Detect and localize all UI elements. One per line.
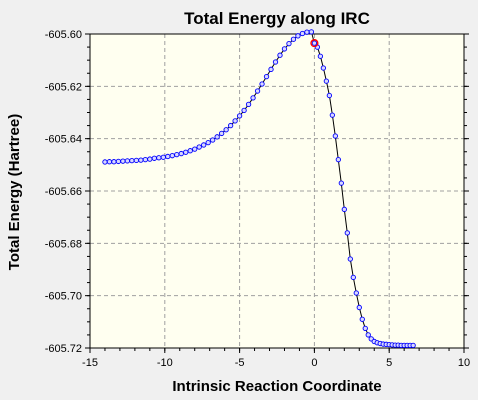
data-point — [308, 29, 315, 35]
data-point — [236, 113, 243, 119]
data-point — [218, 130, 225, 137]
x-tick-label: 10 — [458, 357, 470, 369]
data-point — [341, 206, 347, 212]
data-point — [232, 118, 238, 124]
data-point — [133, 157, 140, 164]
data-point — [332, 133, 338, 139]
data-point — [320, 65, 327, 71]
data-point — [165, 153, 171, 160]
data-point — [111, 159, 117, 165]
data-point — [365, 332, 371, 338]
data-point — [259, 81, 265, 87]
data-point — [201, 142, 207, 148]
y-tick-label: -605.70 — [45, 291, 82, 303]
data-point — [102, 159, 108, 165]
y-tick-label: -605.66 — [45, 186, 82, 198]
data-point — [196, 144, 202, 150]
data-point — [272, 59, 279, 65]
data-point — [192, 146, 198, 152]
data-point — [311, 40, 318, 46]
data-point — [359, 316, 365, 322]
y-tick-label: -605.62 — [45, 81, 82, 93]
data-point — [277, 52, 283, 58]
x-tick-label: 5 — [386, 357, 392, 369]
data-point — [362, 325, 368, 332]
data-point — [356, 304, 362, 311]
data-point — [115, 158, 122, 165]
data-point — [286, 41, 292, 47]
data-point — [254, 88, 261, 94]
x-tick-label: -10 — [157, 357, 173, 369]
data-point — [169, 153, 175, 159]
y-axis-label: Total Energy (Hartree) — [6, 114, 23, 270]
x-tick-label: -15 — [82, 357, 98, 369]
data-point — [338, 180, 344, 186]
data-point — [210, 137, 216, 143]
data-point — [223, 127, 229, 133]
data-point — [353, 290, 359, 296]
data-point — [323, 78, 330, 84]
data-point — [129, 157, 135, 164]
data-point — [142, 156, 149, 163]
data-point — [227, 122, 234, 129]
data-point — [299, 30, 306, 37]
data-point — [281, 46, 288, 52]
y-tick-label: -605.60 — [45, 29, 82, 41]
data-point — [250, 95, 256, 101]
data-point — [241, 107, 247, 114]
data-point — [106, 159, 113, 165]
data-point — [245, 101, 252, 108]
x-axis-label: Intrinsic Reaction Coordinate — [172, 378, 381, 395]
data-point — [178, 150, 184, 157]
y-tick-label: -605.68 — [45, 238, 82, 250]
highlighted-point — [310, 39, 319, 48]
series-markers — [102, 29, 416, 349]
data-point — [317, 53, 324, 59]
data-point — [268, 66, 274, 72]
grid-lines — [90, 34, 464, 348]
axis-ticks: -15 -10 -5 0 5 10 -605.60 -605.62 -605.64 -605.66… — [45, 29, 470, 369]
data-point — [124, 158, 131, 164]
data-point — [295, 33, 301, 39]
data-point — [350, 274, 356, 280]
data-point — [326, 92, 333, 99]
y-tick-label: -605.64 — [45, 134, 82, 146]
data-point — [187, 148, 193, 154]
chart-title: Total Energy along IRC — [184, 9, 370, 28]
data-point — [120, 158, 126, 164]
data-point — [304, 29, 310, 35]
data-point — [138, 157, 144, 163]
x-tick-label: -5 — [235, 357, 245, 369]
data-point — [147, 156, 153, 162]
data-point — [329, 112, 336, 118]
data-point — [156, 155, 162, 161]
data-point — [344, 230, 350, 236]
data-point — [151, 155, 157, 161]
data-point — [290, 36, 297, 42]
data-point — [183, 149, 189, 155]
y-tick-label: -605.72 — [45, 343, 82, 355]
data-point — [205, 139, 211, 146]
x-tick-label: 0 — [311, 357, 317, 369]
data-point — [174, 151, 180, 158]
data-point — [214, 134, 220, 140]
data-point — [335, 156, 341, 163]
data-point — [263, 74, 270, 80]
data-point — [347, 256, 353, 262]
data-point — [410, 342, 416, 349]
data-point — [160, 154, 166, 160]
